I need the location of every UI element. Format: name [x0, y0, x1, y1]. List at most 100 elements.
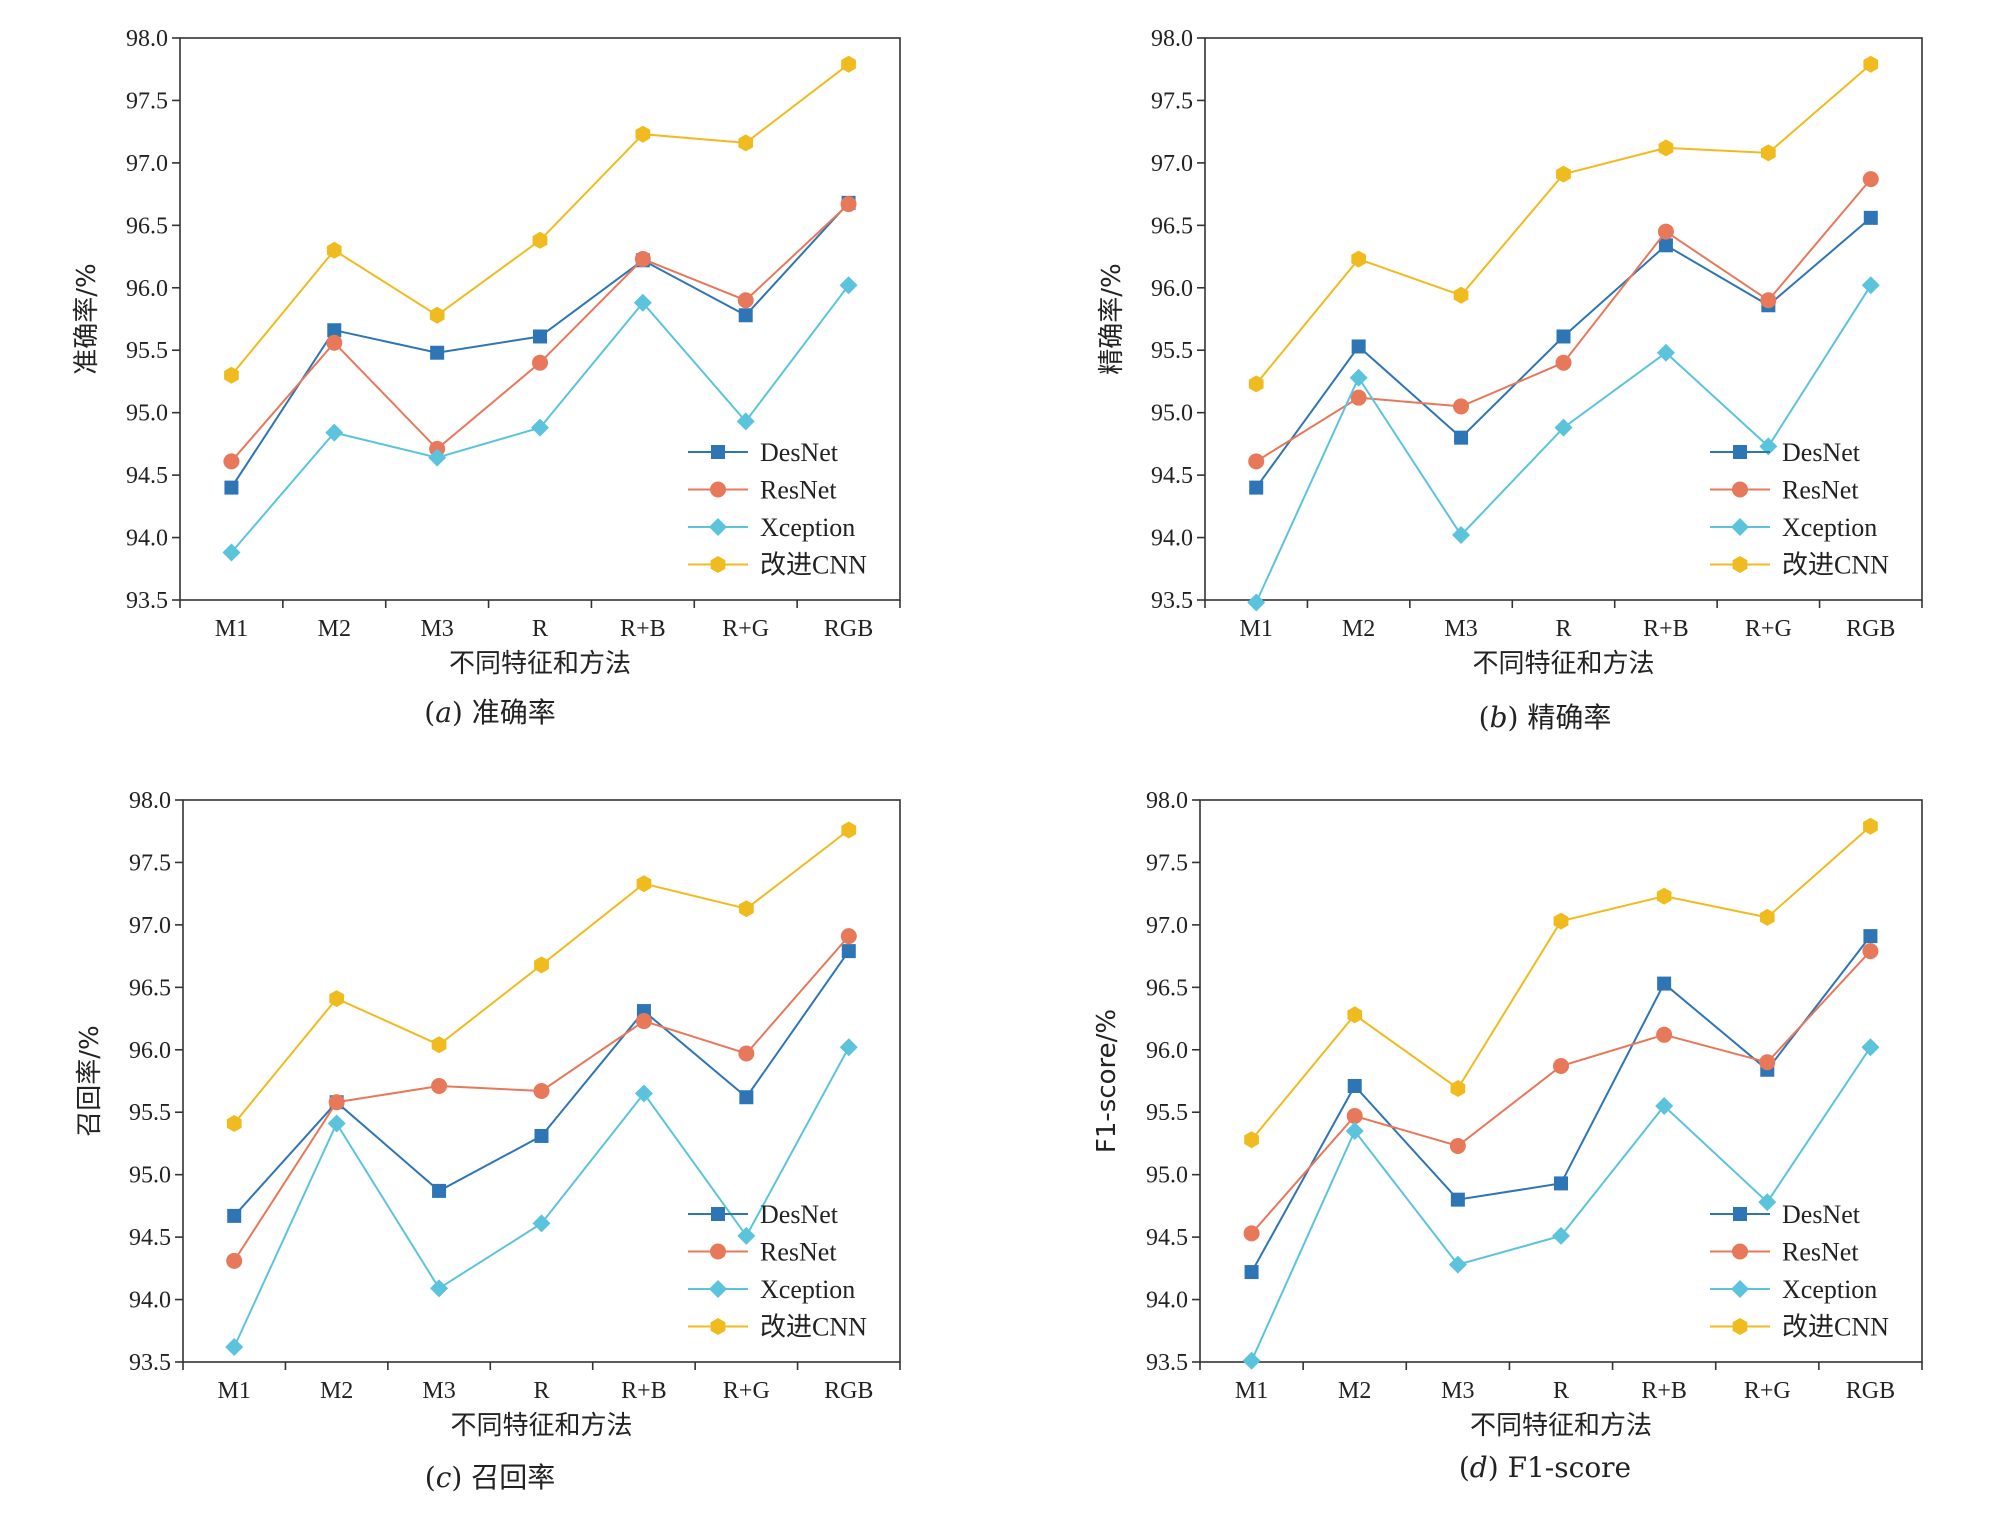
x-tick-label: M3 [420, 616, 453, 642]
data-point [226, 1115, 242, 1132]
data-point [533, 1082, 550, 1099]
y-tick-label: 97.0 [1151, 151, 1193, 177]
y-tick-label: 96.0 [1146, 1038, 1188, 1064]
data-point [737, 1226, 756, 1245]
y-tick-label: 96.5 [129, 975, 171, 1001]
legend-label: Xception [760, 513, 855, 542]
data-point [1758, 1193, 1777, 1212]
x-tick-label: RGB [824, 616, 873, 642]
y-tick-label: 98.0 [126, 26, 168, 52]
legend-label: ResNet [1782, 476, 1859, 505]
legend-label: 改进CNN [760, 551, 867, 580]
panel-caption: (c) 召回率 [425, 1461, 555, 1494]
x-tick-label: M2 [320, 1378, 353, 1404]
legend-marker [711, 445, 725, 459]
data-point [1656, 343, 1675, 362]
x-tick-label: M2 [1342, 616, 1375, 642]
data-point [1247, 593, 1266, 612]
data-point [1449, 1137, 1466, 1154]
legend-marker [710, 1318, 726, 1335]
legend-label: ResNet [760, 476, 837, 505]
panel-caption: (d) F1-score [1459, 1451, 1631, 1484]
x-axis-label: 不同特征和方法 [449, 649, 631, 679]
data-point [1863, 929, 1878, 944]
data-point [532, 354, 548, 371]
data-point [1657, 223, 1674, 240]
y-tick-label: 97.5 [1146, 850, 1188, 876]
y-tick-label: 97.0 [129, 913, 171, 939]
x-tick-label: R+B [620, 616, 666, 642]
data-point [1552, 1226, 1570, 1245]
data-point [327, 1114, 346, 1133]
data-point [1861, 1038, 1880, 1057]
data-point [227, 1208, 242, 1223]
data-point [431, 1036, 447, 1054]
y-tick-label: 94.5 [126, 463, 168, 489]
y-tick-label: 96.0 [129, 1038, 171, 1064]
data-point [531, 418, 549, 437]
data-point [1554, 418, 1573, 437]
plot-frame [179, 37, 901, 601]
series-line-3 [1250, 825, 1872, 1141]
data-point [634, 251, 651, 268]
plot-frame [182, 799, 901, 1363]
data-point [223, 453, 240, 470]
legend-marker [709, 1280, 727, 1298]
data-point [636, 875, 652, 893]
legend-marker [711, 1207, 725, 1221]
x-tick-label: M3 [422, 1378, 455, 1404]
data-point [841, 821, 857, 839]
x-tick-label: R [1553, 1378, 1569, 1404]
y-tick-label: 97.5 [1151, 88, 1193, 114]
data-point [1556, 329, 1571, 344]
data-point [738, 134, 754, 152]
y-tick-label: 98.0 [129, 788, 171, 814]
data-point [432, 1183, 447, 1198]
chart-panel-b: 93.5 94.0 94.5 95.0 95.5 96.0 96.5 97.0 97.5 98.0… [1097, 26, 1923, 734]
legend-label: 改进CNN [760, 1313, 867, 1342]
x-tick-label: R+G [722, 616, 769, 642]
data-point [1760, 292, 1777, 309]
data-point [226, 1252, 243, 1269]
data-point [1454, 430, 1469, 445]
data-point [325, 423, 344, 442]
x-tick-label: M1 [215, 616, 248, 642]
y-tick-label: 94.5 [1151, 463, 1193, 489]
y-tick-label: 95.5 [126, 338, 168, 364]
y-tick-label: 93.5 [1146, 1350, 1188, 1376]
y-tick-label: 98.0 [1151, 26, 1193, 52]
y-tick-label: 96.5 [1151, 213, 1193, 239]
plot-frame [1199, 799, 1923, 1363]
data-point [1243, 1225, 1260, 1242]
y-tick-label: 96.0 [126, 276, 168, 302]
data-point [737, 292, 754, 309]
y-tick-label: 93.5 [129, 1350, 171, 1376]
y-tick-label: 96.5 [1146, 975, 1188, 1001]
data-point [1448, 1255, 1467, 1274]
y-tick-label: 94.0 [126, 526, 168, 552]
data-point [1450, 1080, 1466, 1097]
data-point [1554, 1176, 1568, 1191]
data-point [430, 1279, 449, 1298]
y-tick-label: 94.5 [129, 1225, 171, 1251]
data-point [1248, 375, 1264, 393]
data-point [739, 1090, 754, 1105]
data-point [1863, 55, 1879, 73]
y-tick-label: 93.5 [126, 588, 168, 614]
data-point [1861, 276, 1880, 295]
y-tick-label: 94.0 [1151, 526, 1193, 552]
x-tick-label: M3 [1444, 616, 1477, 642]
x-tick-label: M1 [218, 1378, 251, 1404]
data-point [1556, 165, 1571, 183]
data-point [738, 308, 753, 323]
legend-label: ResNet [1782, 1238, 1859, 1267]
chart-panel-c: 93.5 94.0 94.5 95.0 95.5 96.0 96.5 97.0 97.5 98.0… [75, 788, 901, 1494]
series-line-0 [1255, 217, 1872, 489]
x-axis-label: 不同特征和方法 [1472, 649, 1654, 679]
legend-marker [1733, 1207, 1747, 1221]
data-point [840, 928, 857, 945]
x-tick-label: R+B [1641, 1378, 1687, 1404]
y-tick-label: 95.0 [129, 1163, 171, 1189]
data-point [1347, 1078, 1362, 1093]
